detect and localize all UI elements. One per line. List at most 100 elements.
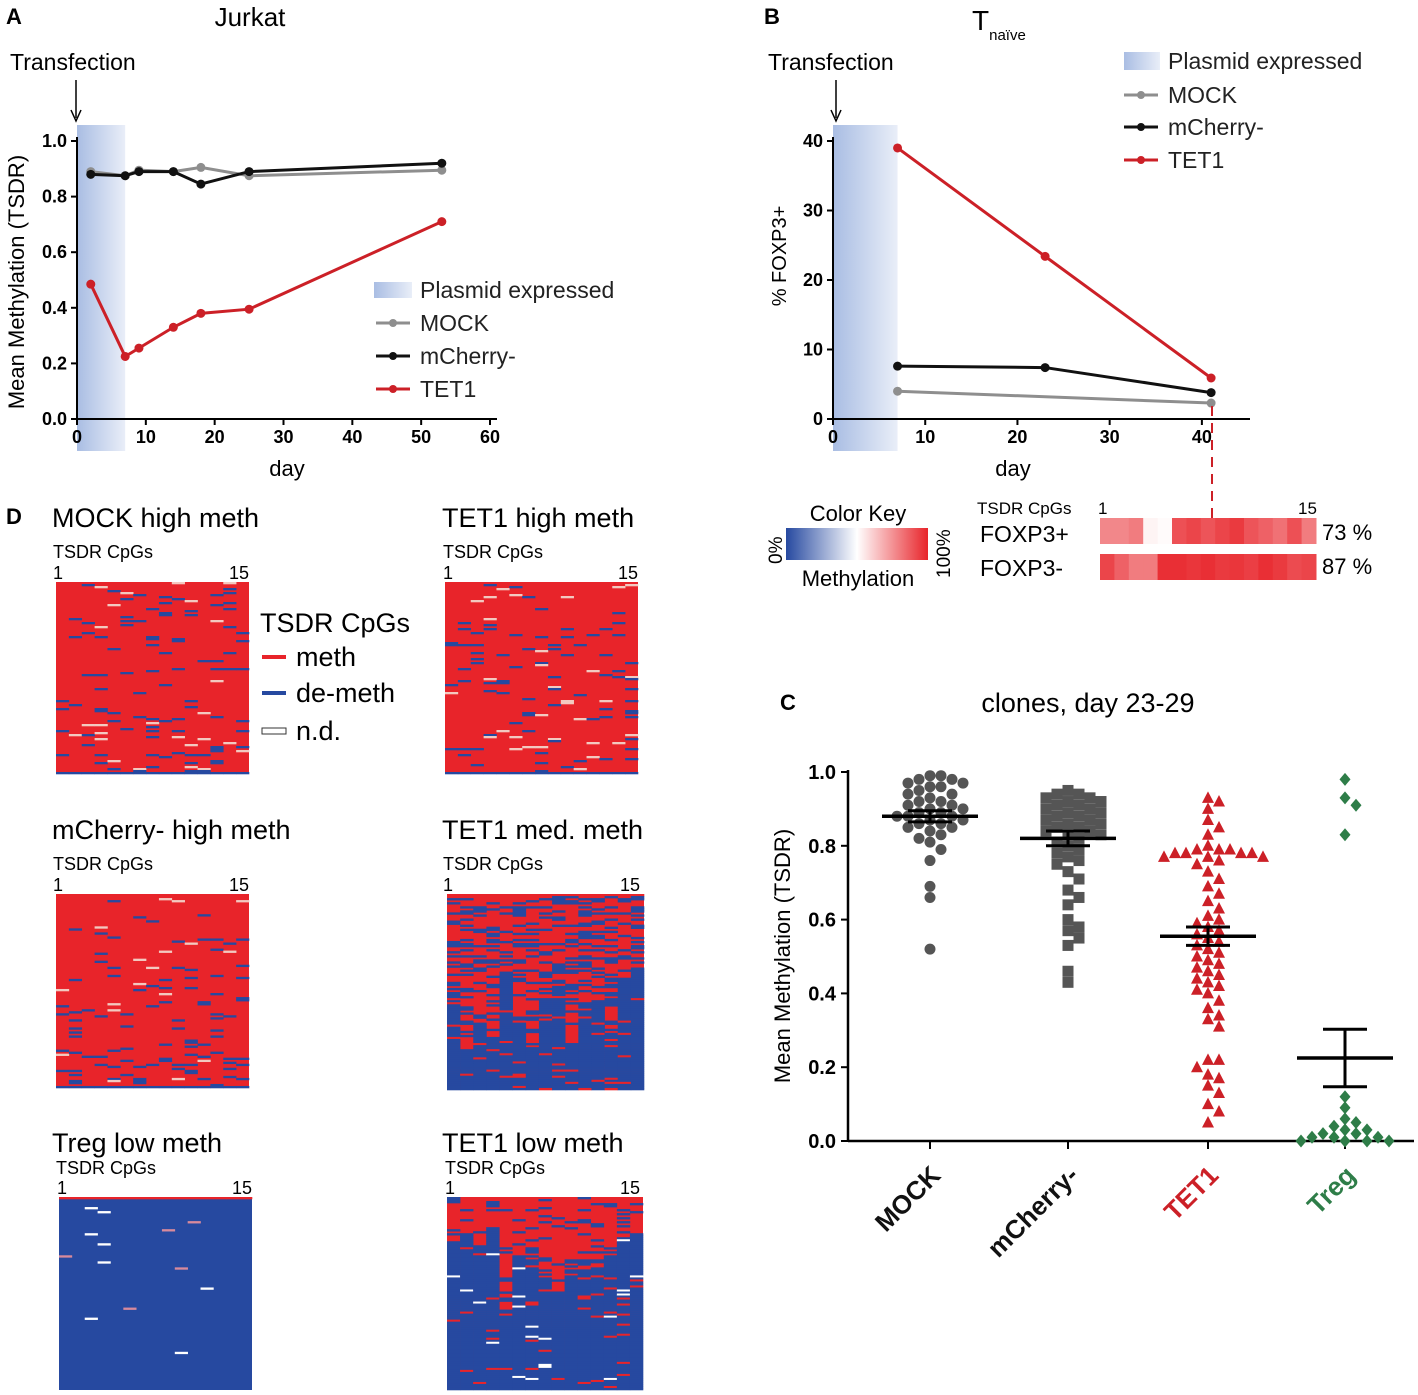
point-tet1	[1213, 902, 1225, 914]
heatmap-cell	[447, 1337, 461, 1341]
heatmap-cell	[473, 961, 487, 964]
b-heatmap-last-cpg: 15	[1298, 499, 1317, 518]
heatmap-cell	[551, 1291, 565, 1294]
heatmap-cell	[525, 1087, 540, 1091]
heatmap-cell	[604, 930, 619, 934]
heatmap-cell	[617, 981, 632, 985]
heatmap-cell	[578, 1032, 592, 1036]
foxp3-heatmap-cell	[1200, 518, 1216, 544]
point-mock	[924, 855, 936, 867]
panel-a-point-mock	[196, 162, 206, 172]
heatmap-cell	[552, 1000, 566, 1003]
heatmap-cell	[551, 1345, 565, 1349]
heatmap-cell	[146, 1005, 160, 1008]
panel-letter-b: B	[764, 4, 780, 29]
heatmap-cell	[565, 1073, 579, 1077]
heatmap-cell	[577, 1331, 592, 1335]
panel-a-x-tick-label: 30	[273, 427, 293, 447]
heatmap-cell	[68, 734, 83, 737]
heatmap-cell	[577, 1259, 592, 1262]
heatmap-cell	[447, 1034, 461, 1038]
heatmap-cell	[538, 1359, 552, 1363]
heatmap-cell	[616, 1321, 631, 1324]
heatmap-cell	[525, 1303, 539, 1306]
heatmap-cell	[460, 906, 474, 909]
heatmap-cell	[184, 600, 198, 603]
heatmap-cell	[473, 1281, 487, 1284]
heatmap-cell	[512, 1243, 526, 1246]
heatmap-cell	[525, 1327, 539, 1330]
heatmap-cell	[565, 985, 579, 989]
heatmap-cell	[625, 688, 639, 691]
heatmap-cell	[499, 912, 513, 915]
heatmap-cell	[499, 1051, 513, 1054]
heatmap-cell	[473, 1077, 487, 1081]
heatmap-cell	[525, 1357, 539, 1361]
panel-a-point-tet1	[168, 322, 178, 332]
heatmap-cell	[473, 1361, 487, 1365]
heatmap-cell	[447, 1281, 461, 1284]
heatmap-cell	[236, 746, 250, 749]
heatmap-cell	[525, 1285, 539, 1288]
panel-b-x-tick-label: 20	[1007, 427, 1027, 447]
heatmap-cell	[499, 906, 513, 909]
heatmap-cell	[525, 1061, 540, 1064]
heatmap-cell	[460, 1301, 474, 1304]
heatmap-cell	[565, 894, 579, 897]
heatmap-cell	[538, 1327, 552, 1330]
heatmap-cell	[538, 1016, 553, 1019]
heatmap-cell	[616, 1273, 631, 1276]
heatmap-cell	[525, 1055, 540, 1058]
heatmap-cell	[236, 750, 250, 753]
heatmap-cell	[552, 965, 566, 968]
heatmap-cell	[552, 910, 566, 913]
heatmap-cell	[68, 1085, 83, 1089]
heatmap-cell	[617, 1014, 632, 1017]
heatmap-cell	[630, 1030, 645, 1034]
heatmap-cell	[447, 1018, 461, 1021]
heatmap-cell	[538, 1073, 553, 1077]
heatmap-cell	[94, 926, 108, 929]
heatmap-cell	[564, 1285, 578, 1288]
heatmap-cell	[616, 1361, 631, 1365]
heatmap-cell	[512, 1357, 526, 1361]
foxp3-heatmap-cell	[1186, 554, 1202, 580]
heatmap-cell	[486, 1349, 500, 1353]
heatmap-cell	[603, 1331, 618, 1335]
heatmap-cell	[512, 1053, 527, 1056]
heatmap-cell	[158, 602, 173, 605]
heatmap-cell	[447, 1049, 461, 1052]
heatmap-cell	[473, 1047, 487, 1050]
heatmap-cell	[447, 1267, 461, 1270]
heatmap-cell	[473, 1307, 487, 1310]
heatmap-cell	[473, 1063, 487, 1066]
heatmap-cell	[447, 951, 461, 954]
heatmap-cell	[603, 1367, 618, 1371]
heatmap-cell	[578, 1020, 592, 1023]
heatmap-cell	[551, 1297, 565, 1300]
heatmap-cell	[509, 586, 523, 589]
heatmap-cell	[604, 896, 619, 899]
heatmap-cell	[591, 1018, 605, 1021]
heatmap-cell	[236, 1085, 250, 1089]
heatmap-cell	[522, 712, 536, 715]
heatmap-cell	[551, 1349, 565, 1353]
heatmap-cell	[590, 1321, 605, 1324]
heatmap-cell	[499, 1061, 513, 1064]
heatmap-cell	[629, 1303, 644, 1306]
point-mock	[924, 891, 936, 903]
panel-b-ylabel: % FOXP3+	[769, 206, 791, 307]
heatmap-cell	[486, 1247, 500, 1250]
heatmap-cell	[538, 1257, 552, 1260]
heatmap-cell	[499, 1067, 513, 1070]
heatmap-cell	[512, 1259, 526, 1262]
legend-band-label: Plasmid expressed	[420, 277, 614, 303]
heatmap-cell	[525, 932, 540, 936]
heatmap-cell	[486, 1347, 500, 1351]
heatmap-cell	[617, 1006, 632, 1009]
point-tet1	[1213, 1086, 1225, 1099]
heatmap-cell	[603, 1285, 618, 1288]
heatmap-cell	[512, 1349, 526, 1353]
